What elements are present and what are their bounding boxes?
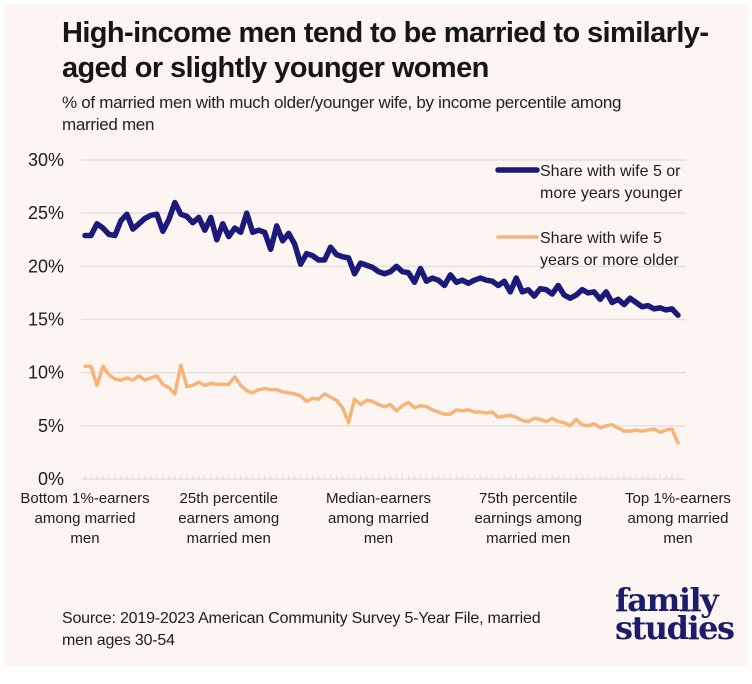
x-category-label: among married	[628, 510, 729, 527]
x-category-label: married men	[486, 530, 570, 547]
legend-label: Share with wife 5 or	[540, 163, 681, 180]
series-line-younger-wife	[82, 199, 681, 318]
chart-title: High-income men tend to be married to si…	[62, 17, 709, 84]
y-tick-label: 30%	[28, 150, 64, 170]
chart-subtitle: % of married men with much older/younger…	[62, 93, 622, 134]
x-category-label: earners among	[178, 510, 279, 527]
legend-label: Share with wife 5	[540, 230, 662, 247]
y-tick-label: 15%	[28, 310, 64, 330]
x-category-label: among married	[328, 510, 429, 527]
y-tick-label: 10%	[28, 363, 64, 383]
family-studies-logo: family studies	[615, 581, 735, 647]
legend-label: more years younger	[540, 185, 683, 202]
logo-line-1: family	[615, 581, 719, 619]
legend: Share with wife 5 or more years younger Sh…	[495, 163, 683, 269]
y-tick-label: 25%	[28, 203, 64, 223]
x-category-label: among married	[35, 510, 136, 527]
x-category-label: earnings among	[474, 510, 582, 527]
x-category-label: Median-earners	[326, 490, 431, 507]
legend-label: years or more older	[540, 252, 679, 269]
x-category-label: men	[364, 530, 393, 547]
series-lines	[82, 199, 681, 445]
x-category-label: Bottom 1%-earners	[20, 490, 149, 507]
y-tick-label: 0%	[38, 469, 64, 489]
source-note: Source: 2019-2023 American Community Sur…	[62, 610, 541, 649]
x-category-label: Top 1%-earners	[625, 490, 731, 507]
x-category-label: men	[70, 530, 99, 547]
chart-card	[4, 4, 748, 666]
x-category-label: married men	[187, 530, 271, 547]
y-tick-label: 20%	[28, 256, 64, 276]
logo-line-2: studies	[615, 609, 735, 647]
x-category-label: 75th percentile	[479, 490, 577, 507]
x-category-label: 25th percentile	[180, 490, 278, 507]
series-line-older-wife	[83, 363, 680, 445]
y-tick-label: 5%	[38, 416, 64, 436]
x-category-label: men	[663, 530, 692, 547]
x-axis: Bottom 1%-earners among married men 25th pe…	[20, 475, 731, 547]
y-axis-ticks: 0% 5% 10% 15% 20% 25% 30%	[28, 150, 64, 489]
